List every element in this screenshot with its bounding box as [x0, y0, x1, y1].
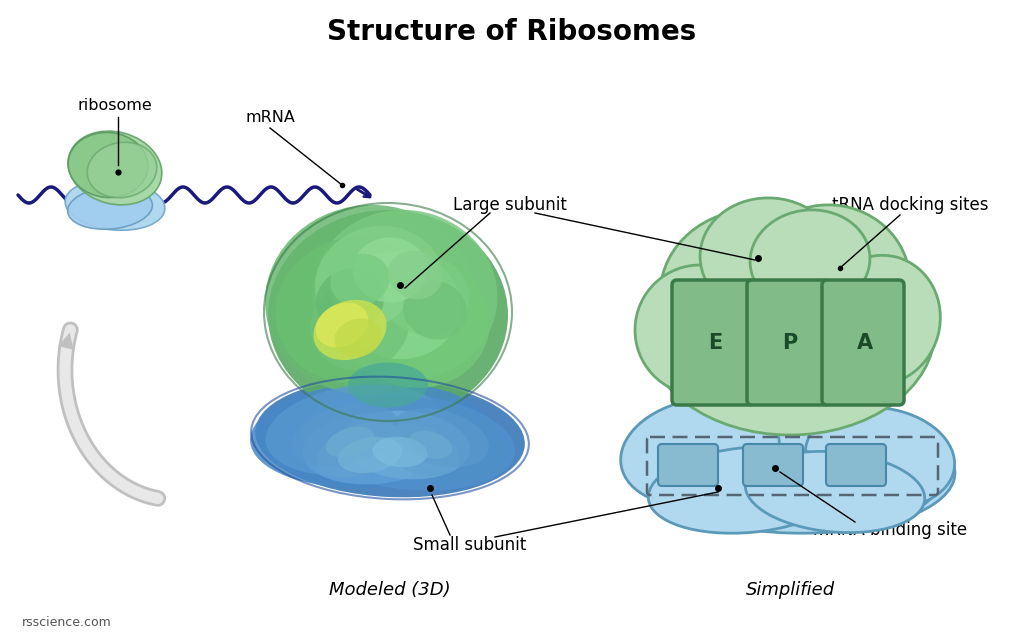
Text: Small subunit: Small subunit — [414, 536, 526, 554]
Text: tRNA docking sites: tRNA docking sites — [831, 196, 988, 214]
FancyBboxPatch shape — [672, 280, 754, 405]
Ellipse shape — [275, 237, 434, 383]
Ellipse shape — [330, 254, 410, 326]
Ellipse shape — [315, 268, 384, 332]
FancyBboxPatch shape — [658, 444, 718, 486]
Text: A: A — [857, 333, 873, 353]
Text: Simplified: Simplified — [745, 581, 835, 599]
Ellipse shape — [265, 205, 475, 395]
Text: Modeled (3D): Modeled (3D) — [329, 581, 451, 599]
Text: rsscience.com: rsscience.com — [22, 616, 112, 628]
Ellipse shape — [381, 255, 470, 335]
Ellipse shape — [87, 142, 157, 198]
Ellipse shape — [750, 210, 870, 310]
Ellipse shape — [292, 404, 398, 467]
Ellipse shape — [310, 280, 410, 371]
Ellipse shape — [381, 424, 459, 476]
FancyBboxPatch shape — [746, 280, 829, 405]
Ellipse shape — [326, 427, 374, 458]
Ellipse shape — [745, 451, 925, 532]
FancyBboxPatch shape — [822, 280, 904, 405]
Ellipse shape — [268, 210, 508, 420]
Ellipse shape — [313, 300, 387, 360]
Ellipse shape — [700, 414, 940, 526]
Text: mRNA: mRNA — [245, 111, 295, 125]
Ellipse shape — [819, 255, 940, 385]
Text: ribosome: ribosome — [78, 97, 153, 113]
Ellipse shape — [316, 422, 403, 478]
Ellipse shape — [700, 198, 840, 318]
Ellipse shape — [340, 252, 489, 388]
Ellipse shape — [69, 131, 162, 205]
Ellipse shape — [315, 226, 444, 344]
Text: Large subunit: Large subunit — [453, 196, 567, 214]
Ellipse shape — [751, 205, 910, 355]
Ellipse shape — [348, 362, 428, 408]
FancyBboxPatch shape — [743, 444, 803, 486]
Ellipse shape — [68, 187, 153, 229]
Ellipse shape — [331, 253, 390, 307]
Ellipse shape — [660, 210, 840, 371]
Ellipse shape — [625, 402, 895, 518]
Ellipse shape — [621, 399, 779, 506]
Ellipse shape — [391, 408, 488, 468]
Ellipse shape — [625, 403, 955, 533]
FancyBboxPatch shape — [826, 444, 886, 486]
Ellipse shape — [338, 437, 402, 473]
Ellipse shape — [408, 431, 452, 459]
Ellipse shape — [303, 412, 447, 484]
Ellipse shape — [312, 210, 498, 380]
Ellipse shape — [648, 447, 848, 533]
Ellipse shape — [250, 382, 489, 488]
Ellipse shape — [315, 303, 369, 348]
Ellipse shape — [340, 251, 460, 359]
Ellipse shape — [255, 379, 525, 497]
Ellipse shape — [68, 132, 147, 198]
Ellipse shape — [334, 319, 382, 357]
Text: E: E — [708, 333, 722, 353]
Ellipse shape — [388, 251, 442, 300]
Ellipse shape — [635, 265, 765, 395]
Ellipse shape — [343, 397, 507, 483]
Text: P: P — [782, 333, 798, 353]
Ellipse shape — [806, 408, 954, 509]
Ellipse shape — [66, 180, 165, 230]
Text: Structure of Ribosomes: Structure of Ribosomes — [328, 18, 696, 46]
Ellipse shape — [373, 437, 427, 467]
Ellipse shape — [301, 394, 515, 490]
Text: mRNA binding site: mRNA binding site — [813, 521, 967, 539]
Ellipse shape — [403, 280, 467, 339]
Ellipse shape — [645, 225, 935, 435]
Ellipse shape — [265, 385, 444, 476]
Ellipse shape — [352, 237, 427, 303]
Ellipse shape — [340, 411, 470, 479]
